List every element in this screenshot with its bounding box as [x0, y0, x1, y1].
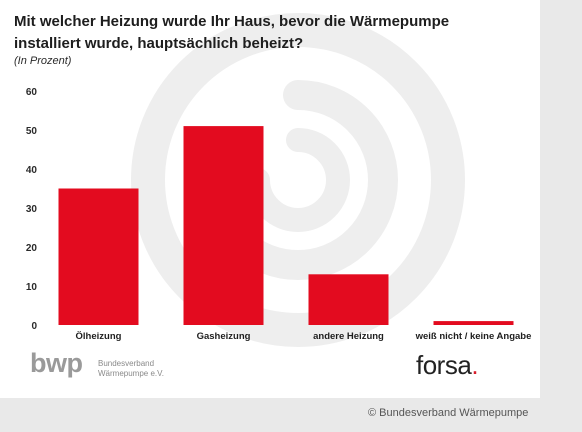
forsa-logo: forsa.: [416, 350, 479, 381]
chart-title-line-1: Mit welcher Heizung wurde Ihr Haus, bevo…: [14, 13, 450, 30]
bar-2: [308, 274, 389, 325]
forsa-logo-word: forsa: [416, 350, 472, 380]
bar-0: [58, 188, 139, 325]
bwp-logo-line-1: Bundesverband: [98, 359, 155, 368]
bwp-logo-line-2: Wärmepumpe e.V.: [98, 369, 164, 378]
y-tick-label: 40: [26, 165, 38, 176]
y-tick-label: 20: [26, 243, 38, 254]
x-tick-label: weiß nicht / keine Angabe: [415, 331, 532, 342]
chart-title-line-2: installiert wurde, hauptsächlich beheizt…: [14, 35, 304, 52]
x-tick-label: Gasheizung: [197, 331, 251, 342]
y-tick-label: 0: [31, 321, 37, 332]
y-tick-label: 60: [26, 87, 38, 98]
forsa-logo-dot: .: [471, 350, 479, 380]
y-tick-label: 30: [26, 204, 38, 215]
y-tick-label: 50: [26, 126, 38, 137]
bar-3: [433, 321, 514, 325]
x-tick-label: andere Heizung: [313, 331, 384, 342]
copyright-notice: © Bundesverband Wärmepumpe: [368, 407, 529, 419]
chart-card: Mit welcher Heizung wurde Ihr Haus, bevo…: [0, 0, 540, 398]
y-tick-label: 10: [26, 282, 38, 293]
bar-chart: 0 10 20 30 40 50 60 Ölheizung Gasheizung andere H…: [26, 87, 532, 342]
bar-1: [183, 126, 264, 325]
bwp-logo-subtitle: Bundesverband Wärmepumpe e.V.: [98, 359, 164, 379]
x-tick-label: Ölheizung: [76, 331, 122, 342]
bwp-logo-wordmark: bwp: [30, 348, 83, 378]
chart-title: Mit welcher Heizung wurde Ihr Haus, bevo…: [14, 11, 534, 55]
chart-subtitle: (In Prozent): [14, 55, 72, 67]
